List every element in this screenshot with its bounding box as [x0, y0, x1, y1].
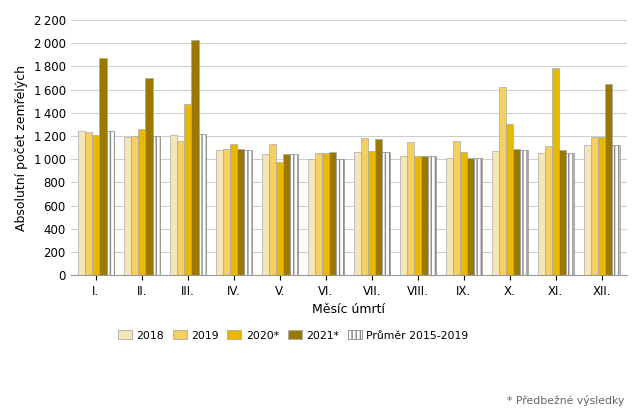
Bar — [131, 136, 138, 275]
Bar — [308, 158, 315, 275]
Bar — [322, 153, 329, 275]
Bar — [400, 156, 407, 275]
Y-axis label: Absolutní počet zemřelých: Absolutní počet zemřelých — [15, 65, 28, 231]
X-axis label: Měsíc úmrtí: Měsíc úmrtí — [312, 304, 385, 317]
Bar — [584, 145, 591, 275]
Bar — [138, 129, 145, 275]
Bar — [78, 131, 85, 275]
Bar — [361, 138, 369, 275]
Bar — [383, 152, 390, 275]
Bar — [376, 139, 383, 275]
Bar — [545, 146, 552, 275]
Bar — [184, 103, 191, 275]
Bar — [315, 153, 322, 275]
Bar — [290, 154, 298, 275]
Bar — [428, 156, 435, 275]
Bar — [521, 150, 528, 275]
Bar — [85, 132, 92, 275]
Bar — [453, 141, 460, 275]
Bar — [492, 151, 499, 275]
Bar — [591, 136, 598, 275]
Bar — [153, 136, 160, 275]
Bar — [283, 154, 290, 275]
Bar — [460, 152, 467, 275]
Bar — [407, 142, 414, 275]
Bar — [566, 153, 573, 275]
Bar — [467, 158, 474, 275]
Bar — [198, 134, 205, 275]
Bar — [124, 136, 131, 275]
Text: * Předbežné výsledky: * Předbežné výsledky — [507, 394, 625, 406]
Bar — [238, 149, 245, 275]
Bar — [336, 158, 343, 275]
Bar — [92, 136, 100, 275]
Bar — [262, 154, 269, 275]
Bar — [506, 124, 514, 275]
Bar — [216, 151, 223, 275]
Bar — [446, 158, 453, 275]
Bar — [499, 87, 506, 275]
Legend: 2018, 2019, 2020*, 2021*, Průměr 2015-2019: 2018, 2019, 2020*, 2021*, Průměr 2015-20… — [114, 326, 473, 345]
Bar — [369, 151, 376, 275]
Bar — [276, 161, 283, 275]
Bar — [559, 150, 566, 275]
Bar — [269, 144, 276, 275]
Bar — [538, 153, 545, 275]
Bar — [223, 149, 230, 275]
Bar — [414, 156, 421, 275]
Bar — [612, 145, 620, 275]
Bar — [354, 152, 361, 275]
Bar — [191, 40, 198, 275]
Bar — [107, 131, 114, 275]
Bar — [598, 137, 605, 275]
Bar — [230, 143, 238, 275]
Bar — [421, 156, 428, 275]
Bar — [329, 152, 336, 275]
Bar — [605, 84, 612, 275]
Bar — [245, 151, 252, 275]
Bar — [100, 58, 107, 275]
Bar — [145, 78, 153, 275]
Bar — [552, 68, 559, 275]
Bar — [514, 149, 521, 275]
Bar — [474, 158, 482, 275]
Bar — [177, 141, 184, 275]
Bar — [170, 135, 177, 275]
